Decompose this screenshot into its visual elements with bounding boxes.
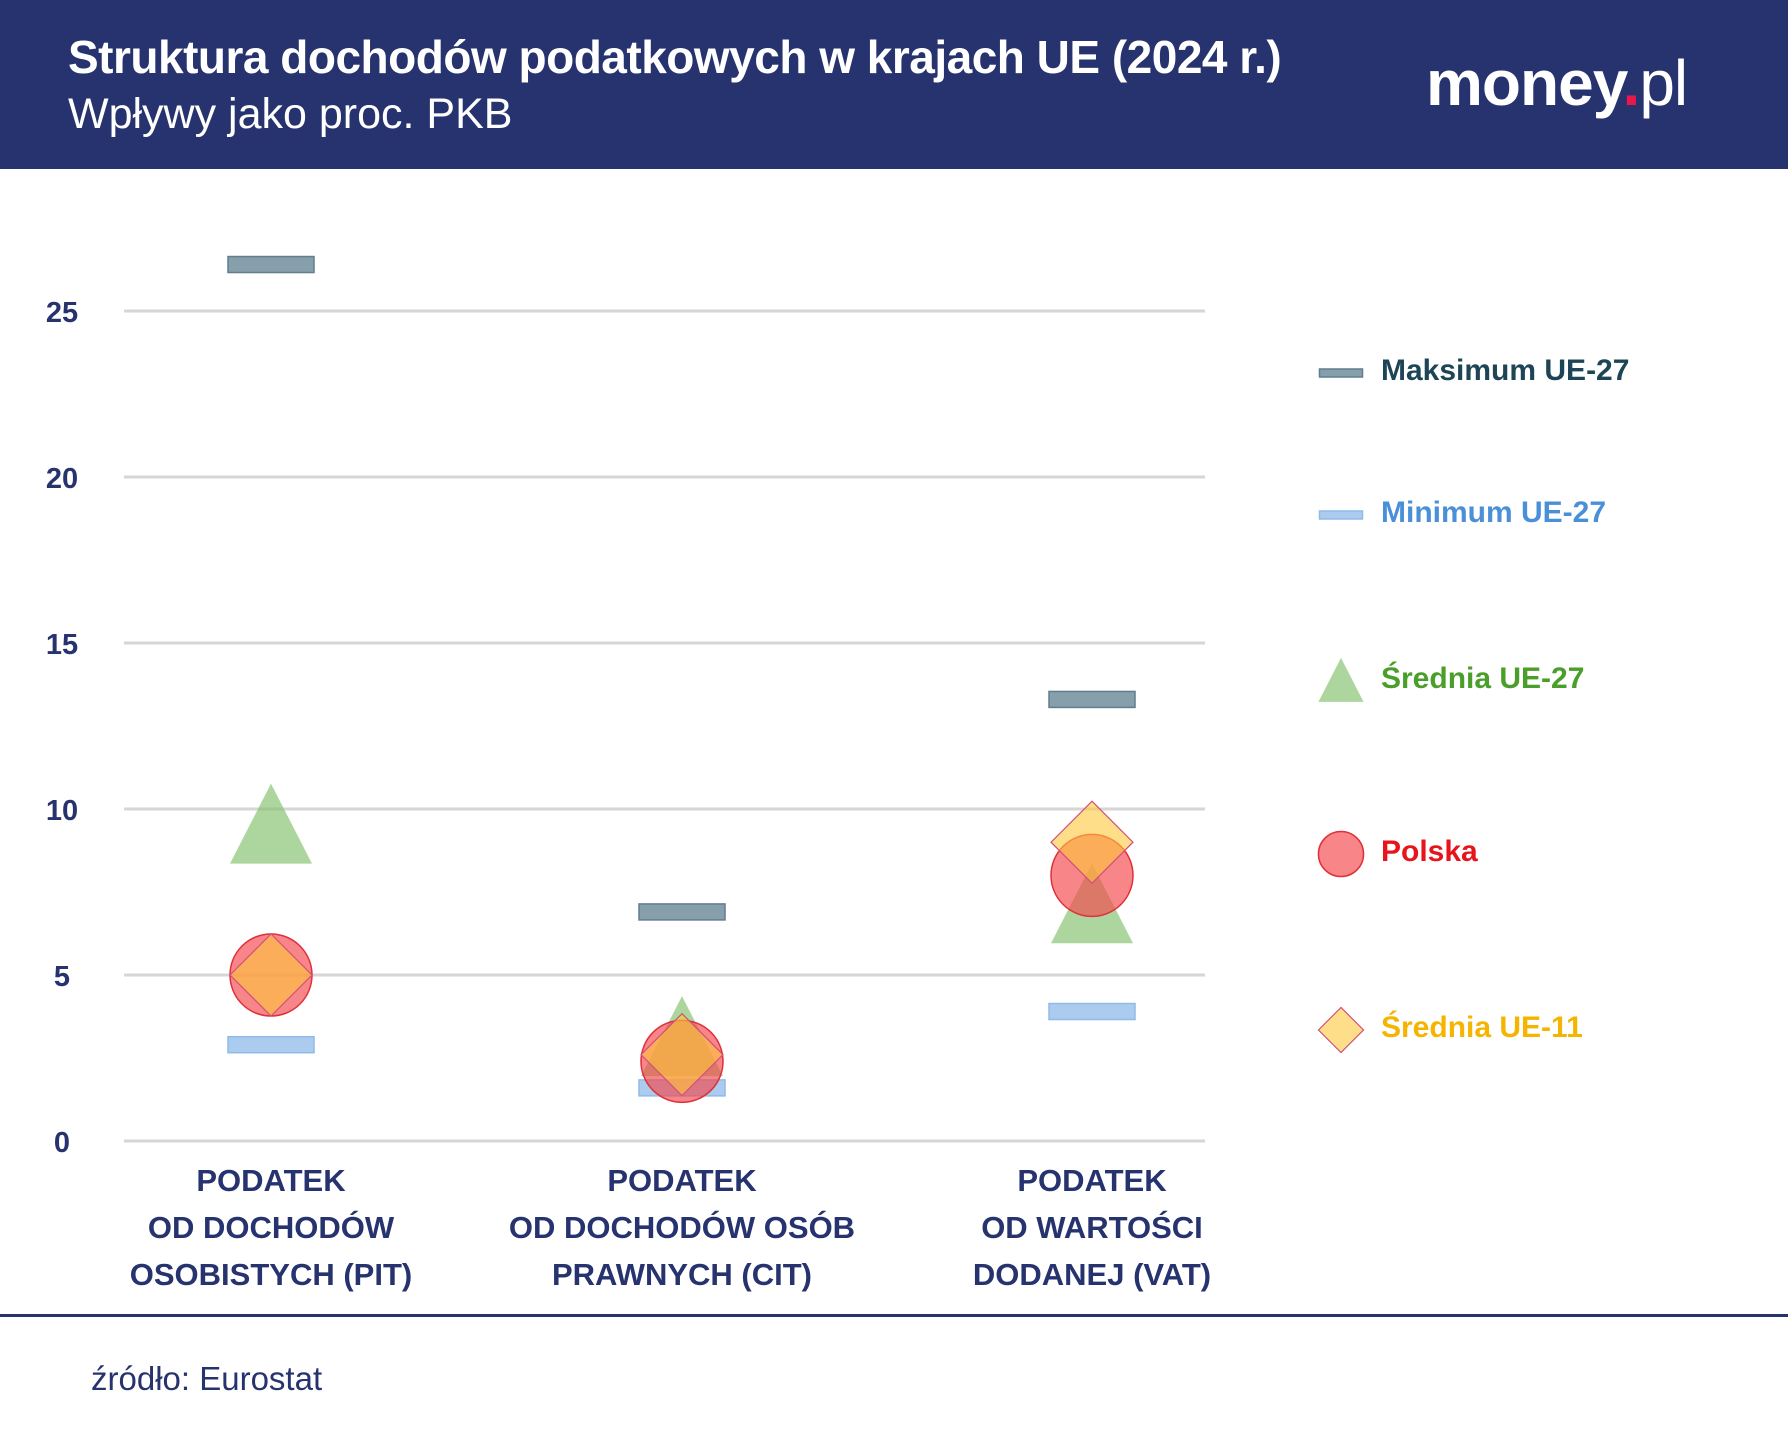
data-point-bar <box>1048 690 1136 709</box>
chart-title: Struktura dochodów podatkowych w krajach… <box>68 31 1282 83</box>
legend-item-label: Maksimum UE-27 <box>1381 354 1630 387</box>
header: Struktura dochodów podatkowych w krajach… <box>0 0 1788 169</box>
x-tick-label: OD WARTOŚCI <box>981 1209 1203 1245</box>
y-tick-label: 10 <box>46 795 78 827</box>
y-tick-label: 15 <box>46 629 78 661</box>
x-tick-label: PRAWNYCH (CIT) <box>552 1257 812 1292</box>
data-point-bar <box>1048 1002 1136 1021</box>
legend-marker-circle <box>1317 830 1365 878</box>
legend-item-label: Średnia UE-11 <box>1381 1011 1583 1044</box>
y-tick-label: 5 <box>54 961 70 993</box>
y-tick-label: 20 <box>46 463 78 495</box>
legend-item-label: Minimum UE-27 <box>1381 496 1607 529</box>
y-tick-label: 25 <box>46 297 78 329</box>
divider <box>0 1314 1788 1317</box>
x-tick-label: OD DOCHODÓW <box>148 1209 395 1245</box>
data-point-bar <box>227 255 315 274</box>
legend-item-label: Średnia UE-27 <box>1381 662 1585 695</box>
chart-subtitle: Wpływy jako proc. PKB <box>68 90 513 138</box>
legend-item-label: Polska <box>1381 835 1478 868</box>
legend-marker-triangle <box>1318 657 1364 702</box>
legend-marker-bar <box>1318 368 1364 378</box>
x-tick-label: PODATEK <box>1017 1163 1167 1198</box>
y-tick-label: 0 <box>54 1127 70 1159</box>
data-point-diamond <box>229 933 313 1017</box>
x-tick-label: PODATEK <box>607 1163 757 1198</box>
chart: 0 5 10 15 20 25 PODATEK OD DOCHODÓW OSOBISTYCH (… <box>46 255 1365 1292</box>
legend-marker-bar <box>1318 510 1364 520</box>
x-tick-label: OSOBISTYCH (PIT) <box>130 1257 412 1292</box>
x-tick-label: DODANEJ (VAT) <box>973 1257 1211 1292</box>
money-pl-logo: money.pl <box>1426 47 1688 119</box>
data-point-diamond <box>1050 800 1134 885</box>
data-point-bar <box>638 903 726 921</box>
source-note: źródło: Eurostat <box>91 1360 323 1397</box>
x-tick-label: OD DOCHODÓW OSÓB <box>509 1209 855 1245</box>
data-point-bar <box>227 1035 315 1054</box>
x-tick-label: PODATEK <box>196 1163 346 1198</box>
legend-marker-diamond <box>1317 1006 1365 1054</box>
data-point-triangle <box>230 783 312 864</box>
data-point-diamond <box>640 1012 724 1097</box>
